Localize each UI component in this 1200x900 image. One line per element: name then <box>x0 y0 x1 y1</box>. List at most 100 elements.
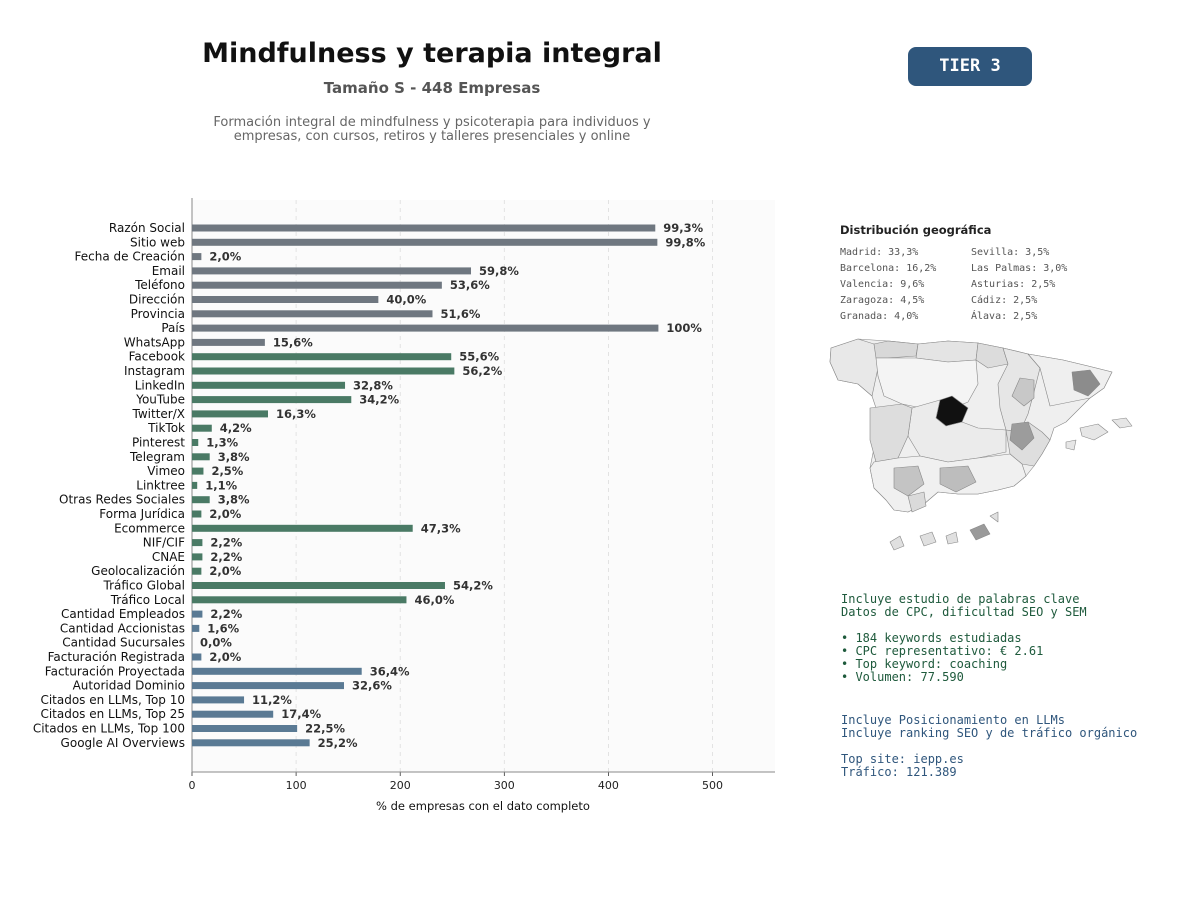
bar <box>192 710 274 718</box>
category-label: Cantidad Empleados <box>61 607 185 621</box>
bar <box>192 296 379 303</box>
category-label: Instagram <box>124 364 185 378</box>
data-label: 55,6% <box>459 350 499 364</box>
data-label: 99,8% <box>665 235 705 249</box>
category-label: Google AI Overviews <box>61 736 185 750</box>
map-region-valencia-city <box>1009 421 1035 451</box>
bar <box>192 267 472 275</box>
map-region-barcelona <box>1071 369 1101 397</box>
category-label: Citados en LLMs, Top 10 <box>40 693 185 707</box>
bar <box>192 553 203 561</box>
category-label: Tráfico Local <box>110 593 185 607</box>
map-region-balearic-2 <box>1111 417 1133 429</box>
x-axis-label: % de empresas con el dato completo <box>376 799 590 813</box>
bar <box>192 338 265 346</box>
data-label: 99,3% <box>663 221 703 235</box>
category-label: Citados en LLMs, Top 25 <box>40 707 185 721</box>
map-region-canary-1 <box>889 535 905 551</box>
data-label: 34,2% <box>359 393 399 407</box>
bar <box>192 367 455 375</box>
bar <box>192 281 442 289</box>
bar <box>192 567 202 575</box>
data-label: 22,5% <box>305 722 345 736</box>
category-label: Linktree <box>136 478 185 492</box>
map-region-zaragoza <box>1011 377 1035 407</box>
geo-item: Valencia: 9,6% <box>840 279 925 290</box>
bar-chart: 0 100 200 300 400 500 Razón Social 99,3% Sitio w… <box>33 198 775 813</box>
bar <box>192 353 452 361</box>
bar <box>192 725 298 732</box>
bar <box>192 682 344 690</box>
map-region-north <box>915 340 979 363</box>
map-region-balearic-3 <box>1065 439 1077 451</box>
category-label: Tráfico Global <box>103 579 185 593</box>
data-label: 59,8% <box>479 264 519 278</box>
category-label: Geolocalización <box>91 564 185 578</box>
data-label: 16,3% <box>276 407 316 421</box>
x-tick-label: 400 <box>598 779 619 792</box>
map-region-canary-2 <box>919 531 937 547</box>
seo-line: Incluye estudio de palabras clave <box>841 592 1080 606</box>
category-label: YouTube <box>135 393 185 407</box>
category-label: Facturación Registrada <box>48 650 185 664</box>
category-label: País <box>161 321 185 335</box>
bar <box>192 667 362 675</box>
category-label: NIF/CIF <box>143 536 185 550</box>
data-label: 15,6% <box>273 335 313 349</box>
data-label: 2,0% <box>209 650 241 664</box>
bar <box>192 496 210 504</box>
map-region-cadiz <box>907 491 927 513</box>
data-label: 36,4% <box>370 664 410 678</box>
data-label: 25,2% <box>318 736 358 750</box>
geo-item: Zaragoza: 4,5% <box>840 295 925 306</box>
data-label: 46,0% <box>414 593 454 607</box>
map-region-extremadura <box>869 403 913 463</box>
data-label: 32,8% <box>353 378 393 392</box>
data-label: 1,3% <box>206 436 238 450</box>
data-label: 3,8% <box>218 450 250 464</box>
bar <box>192 624 200 632</box>
category-label: LinkedIn <box>135 378 185 392</box>
bar <box>192 524 413 532</box>
plot-area <box>192 200 775 772</box>
bar <box>192 610 203 618</box>
x-tick-label: 500 <box>702 779 723 792</box>
data-label: 47,3% <box>421 521 461 535</box>
llm-line: Incluye ranking SEO y de tráfico orgánic… <box>841 726 1138 740</box>
data-label: 2,0% <box>209 250 241 264</box>
category-label: Autoridad Dominio <box>73 679 185 693</box>
geo-item: Las Palmas: 3,0% <box>971 263 1068 274</box>
category-label: Twitter/X <box>132 407 185 421</box>
category-label: Email <box>152 264 185 278</box>
map-region-las-palmas <box>969 523 991 541</box>
bar <box>192 453 210 461</box>
category-label: Vimeo <box>147 464 185 478</box>
category-label: Forma Jurídica <box>99 507 185 521</box>
bar <box>192 224 656 232</box>
data-label: 2,2% <box>210 536 242 550</box>
x-tick-label: 200 <box>390 779 411 792</box>
category-label: Cantidad Accionistas <box>60 621 185 635</box>
bar <box>192 310 433 318</box>
category-label: TikTok <box>147 421 185 435</box>
map-region-basque <box>975 342 1009 369</box>
data-label: 2,0% <box>209 564 241 578</box>
bar <box>192 439 199 446</box>
category-label: WhatsApp <box>124 335 185 349</box>
bar <box>192 396 352 404</box>
map-region-canary-3 <box>945 531 959 545</box>
bar <box>192 324 659 332</box>
data-label: 2,0% <box>209 507 241 521</box>
data-label: 56,2% <box>462 364 502 378</box>
data-label: 0,0% <box>200 636 232 650</box>
bar <box>192 596 407 604</box>
geo-item: Granada: 4,0% <box>840 311 919 322</box>
data-label: 54,2% <box>453 579 493 593</box>
data-label: 1,1% <box>205 478 237 492</box>
data-label: 3,8% <box>218 493 250 507</box>
bar <box>192 653 202 661</box>
map-region-granada <box>939 465 977 493</box>
category-label: Facebook <box>129 350 185 364</box>
description-line: Formación integral de mindfulness y psic… <box>213 115 651 130</box>
seo-bullet: • Top keyword: coaching <box>841 657 1008 671</box>
